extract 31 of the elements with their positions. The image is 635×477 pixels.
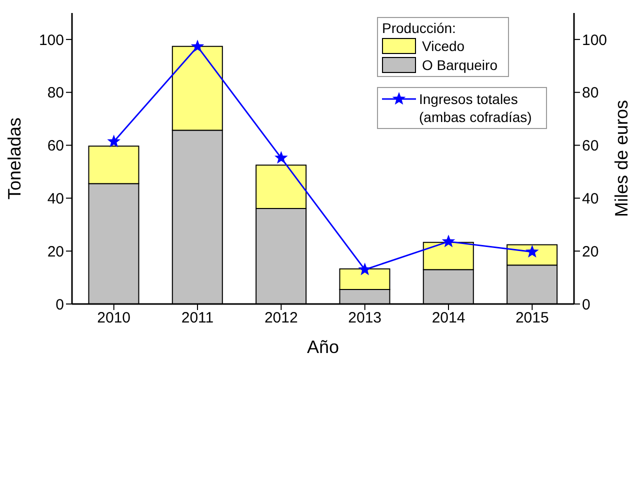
y-tick-label: 60 — [47, 138, 64, 155]
x-tick-label: 2013 — [348, 310, 382, 327]
legend-label: Vicedo — [422, 38, 465, 54]
legend-label: Ingresos totales (ambas cofradías) — [419, 90, 533, 126]
x-tick-label: 2011 — [181, 310, 214, 327]
y2-tick-label: 40 — [582, 190, 599, 208]
y-tick-label: 40 — [47, 190, 64, 208]
point — [442, 234, 456, 248]
y2-tick-label: 60 — [582, 138, 599, 155]
x-tick-label: 2012 — [264, 310, 298, 327]
x-axis-title: Año — [306, 337, 340, 357]
y2-tick-label: 20 — [582, 243, 599, 260]
y-tick-label: 0 — [56, 296, 64, 314]
point — [274, 150, 288, 164]
legend-box: Ingresos totales (ambas cofradías) — [377, 87, 547, 129]
y2-tick-label: 0 — [582, 296, 590, 314]
point — [358, 262, 372, 276]
y-tick-label: 100 — [38, 32, 64, 49]
x-tick-label: 2015 — [515, 310, 549, 327]
y2-tick-label: 80 — [582, 84, 599, 102]
x-tick-label: 2014 — [432, 310, 466, 327]
y2-axis-title: Miles de euros — [611, 100, 632, 218]
x-tick-label: 2010 — [97, 310, 131, 327]
point — [190, 40, 204, 52]
legend-title: Producción: — [382, 20, 457, 36]
y2-tick-label: 100 — [582, 32, 608, 49]
y-axis-title: Toneladas — [4, 117, 24, 200]
point — [107, 134, 120, 148]
legend-label: O Barqueiro — [422, 56, 498, 72]
y-tick-label: 80 — [47, 84, 64, 102]
y-tick-label: 20 — [47, 243, 64, 260]
